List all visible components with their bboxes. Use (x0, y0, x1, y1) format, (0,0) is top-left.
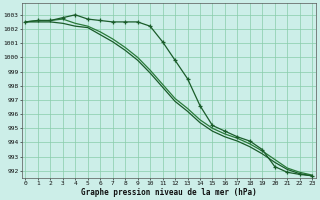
X-axis label: Graphe pression niveau de la mer (hPa): Graphe pression niveau de la mer (hPa) (81, 188, 257, 197)
